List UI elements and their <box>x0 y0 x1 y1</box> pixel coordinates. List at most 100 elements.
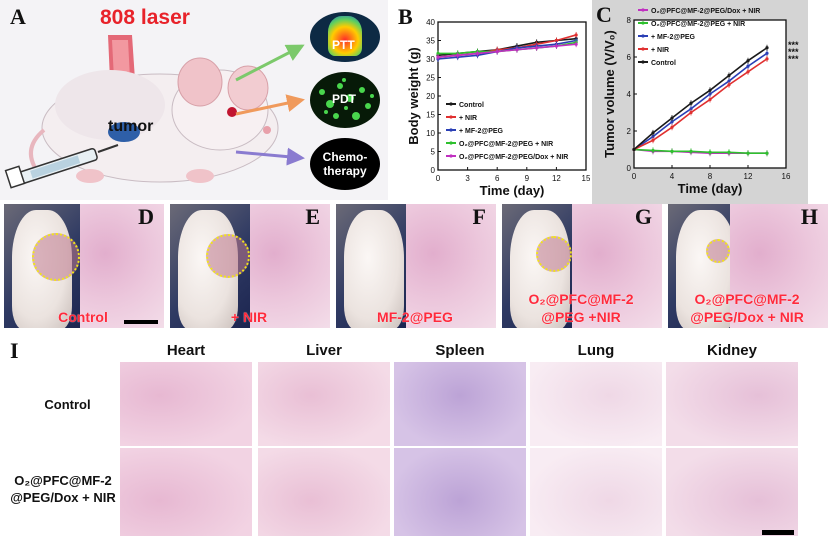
series-line <box>633 148 767 154</box>
panel-c-label: C <box>596 2 612 27</box>
series-line <box>437 43 577 58</box>
data-point <box>436 51 440 56</box>
arrow-pdt <box>235 94 305 116</box>
ptt-label: PTT <box>332 38 355 52</box>
organ-header-liver: Liver <box>306 342 342 359</box>
treatment-caption: Control <box>58 309 108 325</box>
legend-label: O₂@PFC@MF-2@PEG + NIR <box>651 21 745 28</box>
data-point <box>670 149 674 153</box>
legend-marker <box>449 128 453 132</box>
legend-marker <box>641 60 645 64</box>
legend-marker <box>641 34 645 38</box>
significance-marker: *** <box>788 40 799 50</box>
y-tick-label: 5 <box>431 148 436 157</box>
chemo-oval: Chemo- therapy <box>310 138 380 190</box>
data-point <box>727 150 731 154</box>
data-point <box>670 120 674 124</box>
x-tick-label: 8 <box>708 172 713 181</box>
panel-h: H O₂@PFC@MF-2 @PEG/Dox + NIR <box>664 202 830 330</box>
histology-heart-treated <box>120 448 252 536</box>
scale-bar <box>762 530 794 535</box>
y-tick-label: 35 <box>426 37 435 46</box>
legend-marker <box>449 115 453 119</box>
data-point <box>456 53 460 57</box>
panel-a: A 808 laser tumor <box>0 0 388 200</box>
he-stain-image <box>80 204 164 328</box>
x-tick-label: 15 <box>582 174 590 183</box>
tumor-spot <box>108 122 140 142</box>
x-tick-label: 0 <box>436 174 441 183</box>
y-tick-label: 4 <box>627 90 632 99</box>
x-tick-label: 4 <box>670 172 675 181</box>
panel-b: B 0 3 6 9 12 15 0 5 10 15 20 25 30 35 40 Time (day) Body… <box>390 0 590 200</box>
series-line <box>437 39 577 60</box>
histology-spleen-control <box>394 362 526 446</box>
y-tick-label: 20 <box>426 92 435 101</box>
legend-label: + MF-2@PEG <box>651 34 696 41</box>
y-tick-label: 8 <box>627 16 632 25</box>
data-point <box>727 73 731 78</box>
data-point <box>689 110 693 115</box>
panel-g: G O₂@PFC@MF-2 @PEG +NIR <box>498 202 664 330</box>
histology-lung-treated <box>530 448 662 536</box>
y-tick-label: 40 <box>426 18 435 27</box>
data-point <box>746 151 750 155</box>
x-tick-label: 12 <box>744 172 753 181</box>
panel-label: G <box>634 204 652 229</box>
significance-marker: *** <box>788 54 799 64</box>
data-point <box>574 33 578 37</box>
he-stain-image <box>572 204 662 328</box>
chart-b: 0 3 6 9 12 15 0 5 10 15 20 25 30 35 40 Time (day) Body w… <box>406 18 590 198</box>
series-line <box>633 52 768 151</box>
mouse-photo <box>336 204 406 328</box>
panel-e: E + NIR <box>166 202 332 330</box>
legend-label: Control <box>459 102 484 109</box>
data-point <box>651 138 655 142</box>
histology-lung-control <box>530 362 662 446</box>
treatment-caption: + NIR <box>230 309 268 325</box>
chemo-label: Chemo- therapy <box>322 150 368 178</box>
tumor-outline <box>206 234 250 278</box>
panel-b-label: B <box>398 4 413 29</box>
panel-label: E <box>305 204 320 229</box>
legend-label: O₂@PFC@MF-2@PEG + NIR <box>459 141 553 148</box>
panel-f: F MF-2@PEG <box>332 202 498 330</box>
treatment-caption: MF-2@PEG <box>377 309 453 325</box>
x-tick-label: 9 <box>525 174 530 183</box>
he-stain-image <box>730 204 828 328</box>
y-tick-label: 30 <box>426 55 435 64</box>
data-point <box>495 50 499 54</box>
data-point <box>670 116 674 120</box>
y-axis-label: Tumor volume (V/V₀) <box>602 30 617 158</box>
x-tick-label: 6 <box>495 174 500 183</box>
x-tick-label: 0 <box>632 172 637 181</box>
organ-header-lung: Lung <box>577 342 615 359</box>
series-line <box>633 47 768 151</box>
data-point <box>574 42 578 46</box>
legend-label: + MF-2@PEG <box>459 128 504 135</box>
data-point <box>765 46 769 50</box>
he-stain-image <box>406 204 496 328</box>
panel-label: D <box>138 204 154 229</box>
data-point <box>727 79 731 83</box>
row-label-treated: O₂@PFC@MF-2 @PEG/Dox + NIR <box>10 473 116 505</box>
data-point <box>765 51 769 55</box>
arrows <box>235 44 305 166</box>
pdt-oval: PDT <box>310 72 380 128</box>
laser-label: 808 laser <box>100 6 190 29</box>
panel-d: D Control <box>0 202 166 330</box>
data-point <box>475 51 480 56</box>
row-label-control: Control <box>44 397 91 412</box>
data-point <box>746 64 750 68</box>
histology-liver-control <box>258 362 390 446</box>
x-tick-label: 3 <box>465 174 470 183</box>
he-stain-image <box>250 204 330 328</box>
panel-i-label: I <box>10 338 19 363</box>
mouse-photo <box>4 204 80 328</box>
data-point <box>689 101 693 105</box>
organ-header-spleen: Spleen <box>435 342 485 359</box>
y-tick-label: 6 <box>627 53 632 62</box>
organ-header-heart: Heart <box>166 342 206 359</box>
data-point <box>651 134 655 139</box>
